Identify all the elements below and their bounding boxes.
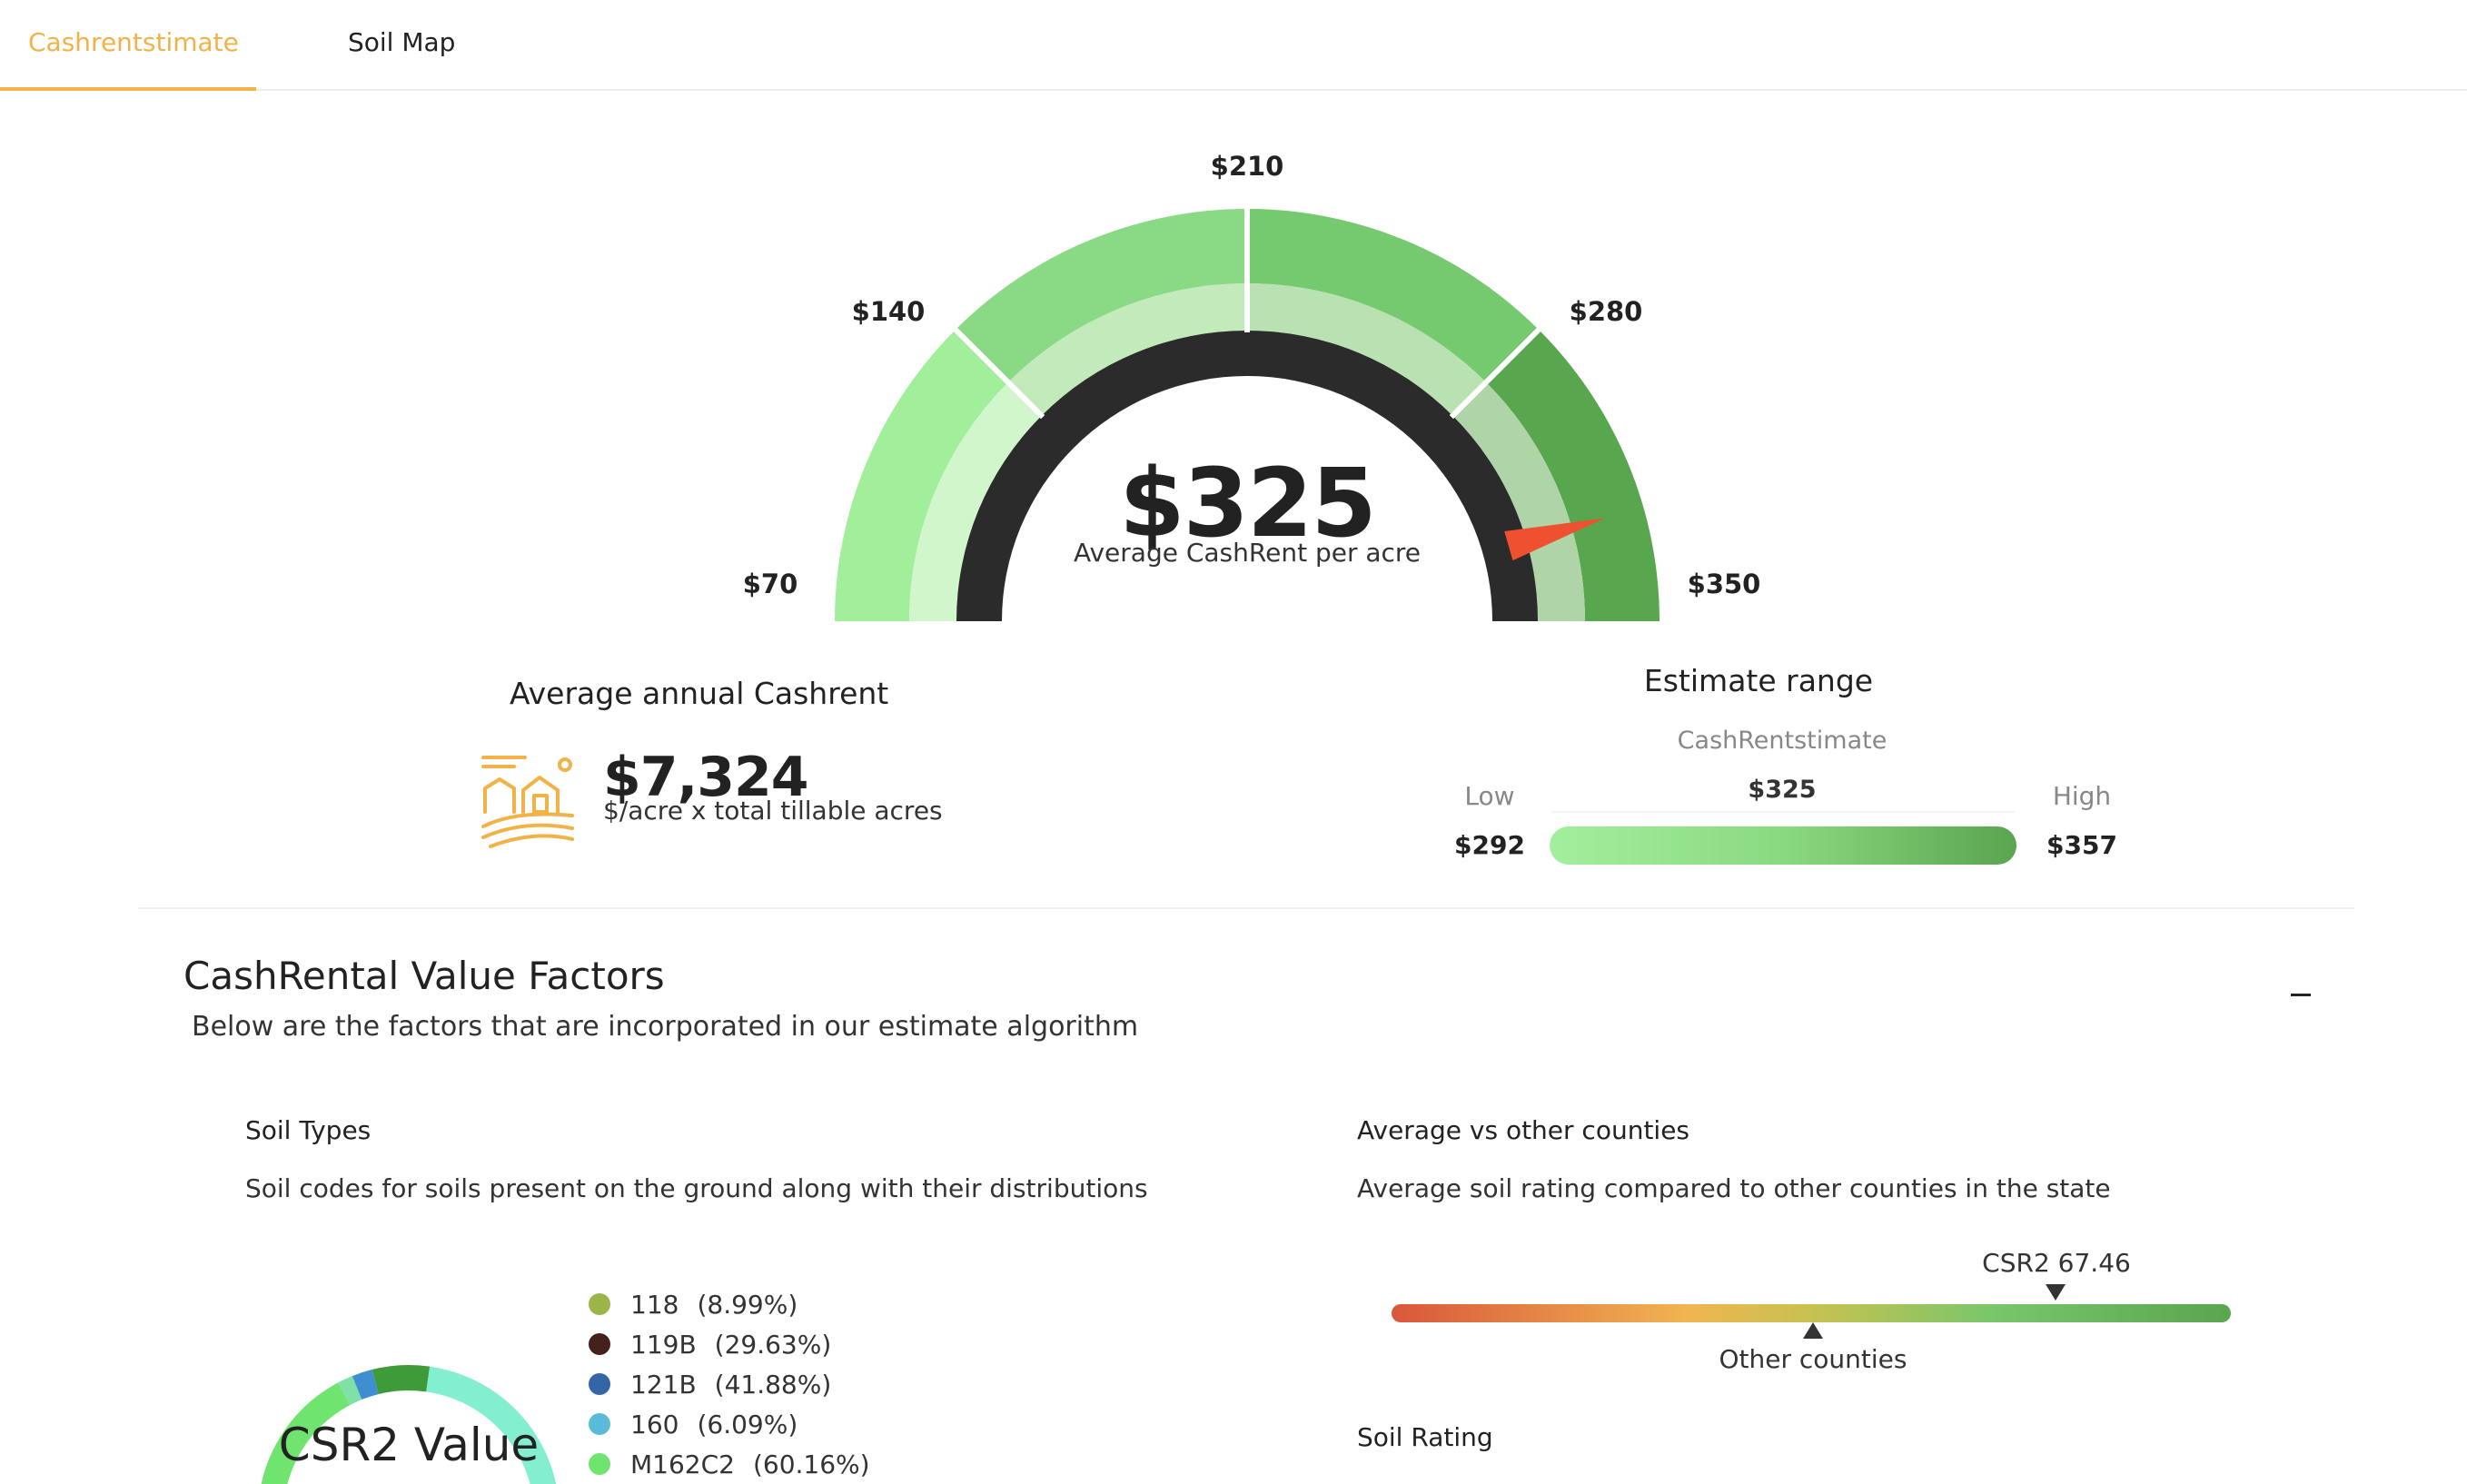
gauge-value: $325 [1119,448,1376,559]
other-counties-label: Other counties [1719,1344,1907,1374]
legend-dot [589,1333,610,1355]
collapse-minus-icon[interactable] [2291,994,2311,996]
active-tab-indicator [0,87,256,91]
estimate-mid-divider [1551,811,2015,813]
legend-pct: (29.63%) [714,1329,832,1360]
legend-item: M162C2 (60.16%) [589,1444,870,1484]
estimate-mid-value: $325 [1748,776,1817,804]
gauge-segment-inner [1007,283,1247,418]
tab-soil-map[interactable]: Soil Map [348,27,456,57]
csr2-marker-icon [2046,1284,2066,1301]
soil-legend: 118 (8.99%) 119B (29.63%) 121B (41.88%) … [589,1284,870,1484]
annual-cashrent-value: $7,324 [603,746,809,809]
legend-dot [589,1293,610,1315]
legend-code: M162C2 [630,1449,735,1479]
annual-cashrent-subtitle: $/acre x total tillable acres [603,796,943,826]
legend-pct: (60.16%) [752,1449,870,1479]
gauge-needle-icon [1504,518,1605,561]
county-compare-description: Average soil rating compared to other co… [1357,1173,2111,1203]
gauge-segment-inner [1451,381,1585,621]
farm-icon [481,756,574,848]
gauge-tick-140: $140 [851,296,926,327]
legend-item: 121B (41.88%) [589,1364,870,1404]
estimate-low-label: Low [1464,781,1515,811]
factors-subtitle: Below are the factors that are incorpora… [192,1011,1139,1043]
donut-segment [372,1365,431,1395]
gauge-tick-70: $70 [742,569,798,599]
county-compare-title: Average vs other counties [1357,1115,1690,1145]
gauge-tick-210: $210 [1210,151,1284,182]
donut-segment [352,1369,379,1400]
donut-center-label: CSR2 Value [278,1419,540,1471]
county-rating-bar [1392,1304,2231,1322]
gauge-caption: Average CashRent per acre [1073,538,1422,568]
tab-bar: Cashrentstimate Soil Map [0,0,2467,91]
estimate-high-value: $357 [2046,830,2117,860]
gauge-segment-outer [835,329,1008,621]
gauge-inner-ring [956,331,1538,621]
legend-pct: (6.09%) [697,1409,798,1439]
gauge-tick-350: $350 [1687,569,1761,599]
gauge-segment-divider [952,326,1045,420]
donut-segment [261,1382,351,1484]
legend-dot [589,1373,610,1395]
legend-dot [589,1413,610,1435]
donut-segment [425,1366,557,1484]
legend-item: 119B (29.63%) [589,1324,870,1364]
soil-types-description: Soil codes for soils present on the grou… [245,1173,1148,1203]
legend-code: 119B [630,1329,697,1360]
annual-cashrent-title: Average annual Cashrent [510,676,889,711]
soil-types-title: Soil Types [245,1115,372,1145]
section-divider [138,907,2354,909]
legend-code: 121B [630,1369,697,1400]
donut-segment [338,1376,362,1406]
gauge-segment-outer [1247,209,1540,382]
legend-item: 160 (6.09%) [589,1404,870,1444]
estimate-range-bar [1550,826,2016,865]
estimate-range-title: Estimate range [1643,663,1874,698]
factors-title: CashRental Value Factors [183,954,665,998]
legend-dot [589,1453,610,1475]
estimate-range-subtitle: CashRentstimate [1677,727,1887,755]
soil-donut-chart [261,1365,557,1484]
tab-cashrentstimate[interactable]: Cashrentstimate [28,27,239,57]
gauge-segment-outer [955,209,1247,382]
csr2-value-label: CSR2 67.46 [1982,1248,2131,1278]
other-counties-marker-icon [1803,1322,1823,1339]
gauge-segment-inner [1247,283,1487,418]
legend-code: 118 [630,1289,679,1320]
soil-rating-title: Soil Rating [1357,1422,1493,1452]
gauge-segment-inner [909,381,1044,621]
estimate-low-value: $292 [1454,830,1525,860]
gauge-segment-outer [1486,329,1660,621]
legend-item: 118 (8.99%) [589,1284,870,1324]
legend-code: 160 [630,1409,679,1439]
cashrent-gauge [835,207,1660,621]
legend-pct: (41.88%) [714,1369,832,1400]
gauge-tick-280: $280 [1569,296,1643,327]
gauge-segment-divider [1449,326,1542,420]
estimate-high-label: High [2052,781,2112,811]
legend-pct: (8.99%) [697,1289,798,1320]
